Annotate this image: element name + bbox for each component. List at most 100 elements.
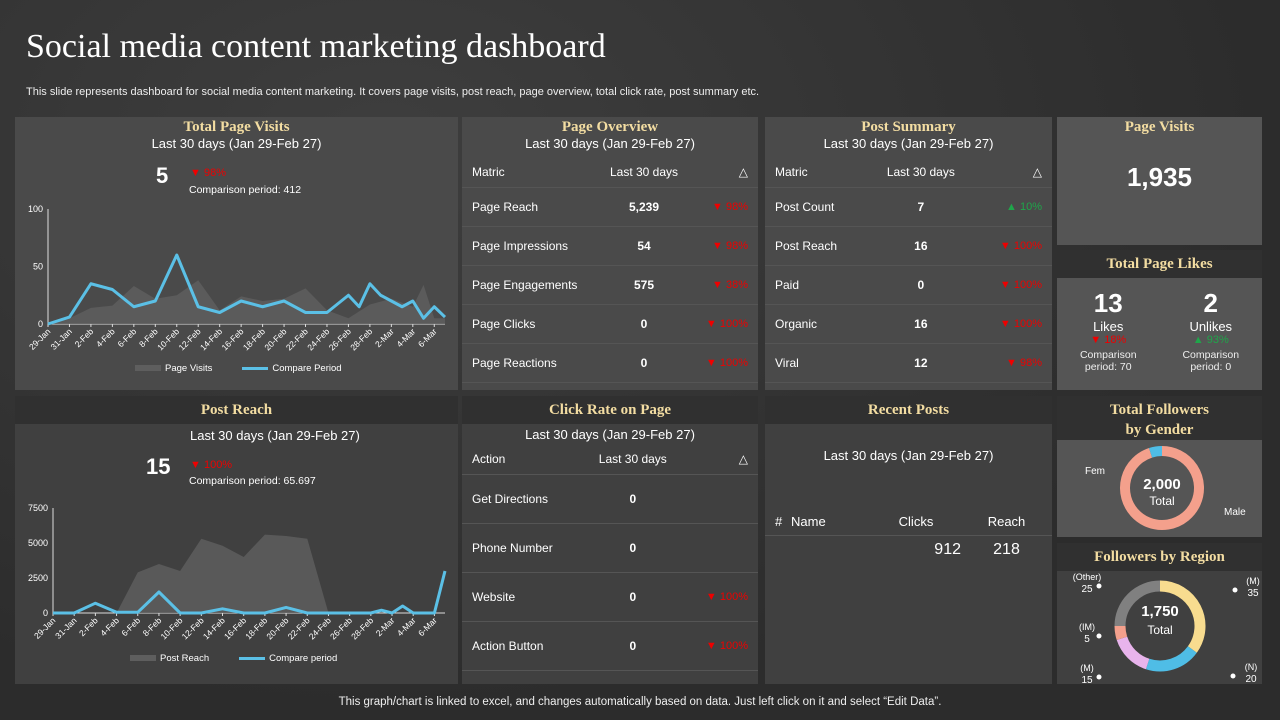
cell-change: ▼ 100% bbox=[975, 226, 1052, 266]
table-row[interactable]: Post Count 7 ▲ 10% bbox=[765, 187, 1052, 227]
table-header: Matric Last 30 days △ bbox=[462, 157, 758, 188]
donut-segment bbox=[1114, 625, 1128, 641]
table-row[interactable]: 912 218 bbox=[765, 535, 1052, 565]
legend-label: Compare Period bbox=[272, 363, 342, 374]
x-tick-label: 2-Mar bbox=[374, 615, 397, 638]
table-row[interactable]: Get Directions 0 bbox=[462, 474, 758, 524]
range-label: Last 30 days (Jan 29-Feb 27) bbox=[525, 136, 695, 151]
table-row[interactable]: Page Engagements 575 ▼ 38% bbox=[462, 265, 758, 305]
table-row[interactable]: Website 0 ▼ 100% bbox=[462, 572, 758, 622]
region-label: (M) bbox=[1080, 663, 1094, 673]
table-row[interactable]: Action Button 0 ▼ 100% bbox=[462, 621, 758, 671]
donut-segment bbox=[1149, 446, 1163, 458]
column-header: △ bbox=[975, 157, 1052, 188]
line-series bbox=[47, 253, 447, 326]
gender-donut bbox=[1120, 446, 1204, 530]
x-tick-label: 2-Feb bbox=[73, 326, 96, 349]
cell-metric: Viral bbox=[765, 343, 867, 383]
x-tick-label: 31-Jan bbox=[48, 326, 74, 352]
x-tick-label: 4-Feb bbox=[94, 326, 117, 349]
table-row[interactable]: Page Reach 5,239 ▼ 98% bbox=[462, 187, 758, 227]
x-tick-label: 28-Feb bbox=[348, 326, 374, 352]
cell-metric: Phone Number bbox=[462, 523, 581, 573]
x-tick-label: 20-Feb bbox=[264, 615, 290, 641]
y-tick-label: 0 bbox=[38, 319, 43, 329]
cell-metric: Post Count bbox=[765, 187, 867, 227]
kpi-comparison: Comparison period: 412 bbox=[189, 184, 302, 196]
kpi-value: 15 bbox=[146, 454, 171, 479]
column-header: Last 30 days bbox=[866, 157, 976, 188]
panel-title: Post Reach bbox=[15, 396, 458, 424]
column-header: Matric bbox=[765, 157, 867, 188]
column-header: Matric bbox=[462, 157, 597, 188]
panel-title: Page Visits bbox=[1124, 119, 1195, 135]
cell-value: 0 bbox=[596, 343, 692, 383]
table-row[interactable]: Organic 16 ▼ 100% bbox=[765, 304, 1052, 344]
cell-metric: Action Button bbox=[462, 621, 581, 671]
cell-value: 575 bbox=[596, 265, 692, 305]
donut-total: 1,750 bbox=[1141, 603, 1179, 620]
table-row[interactable]: Paid 0 ▼ 100% bbox=[765, 265, 1052, 305]
total-page-visits-panel: Total Page Visits Last 30 days (Jan 29-F… bbox=[15, 117, 458, 390]
table-row[interactable]: Page Clicks 0 ▼ 100% bbox=[462, 304, 758, 344]
x-tick-label: 31-Jan bbox=[53, 615, 79, 641]
page-subtitle: This slide represents dashboard for soci… bbox=[26, 86, 760, 98]
kpi-change: 98% bbox=[203, 167, 226, 179]
table-row[interactable]: Post Reach 16 ▼ 100% bbox=[765, 226, 1052, 266]
likes-block: 13 Likes ▼ 18% Comparison period: 70 bbox=[1057, 288, 1160, 373]
panel-title: Post Summary bbox=[861, 119, 956, 135]
donut-segment bbox=[1120, 446, 1204, 530]
down-arrow-icon: ▼ bbox=[190, 459, 204, 471]
x-tick-label: 2-Mar bbox=[373, 326, 396, 349]
table-row[interactable]: Page Impressions 54 ▼ 98% bbox=[462, 226, 758, 266]
col-reach: Reach bbox=[987, 514, 1026, 530]
chart-legend: Post Reach Compare period bbox=[130, 653, 337, 664]
cell-change: ▼ 100% bbox=[975, 304, 1052, 344]
table-row[interactable]: Phone Number 0 bbox=[462, 523, 758, 573]
cell-value: 0 bbox=[580, 523, 685, 573]
cell-change: ▼ 98% bbox=[691, 187, 758, 227]
x-tick-label: 6-Feb bbox=[115, 326, 138, 349]
callout-dot bbox=[1232, 587, 1238, 593]
cell-metric: Paid bbox=[765, 265, 867, 305]
click-rate-panel: Click Rate on Page Last 30 days (Jan 29-… bbox=[462, 396, 758, 684]
x-tick-label: 6-Mar bbox=[416, 326, 439, 349]
kpi-value: 5 bbox=[156, 163, 169, 188]
x-tick-label: 16-Feb bbox=[219, 326, 245, 352]
table-header: Action Last 30 days △ bbox=[462, 444, 758, 475]
x-tick-label: 2-Feb bbox=[77, 615, 100, 638]
table-row[interactable]: Viral 12 ▼ 98% bbox=[765, 343, 1052, 383]
likes-value: 13 bbox=[1093, 288, 1123, 318]
donut-total-label: Total bbox=[1147, 623, 1173, 637]
legend-label: Page Visits bbox=[165, 363, 213, 374]
donut-segment bbox=[1145, 646, 1197, 672]
cell-value: 0 bbox=[580, 572, 685, 622]
cell-change bbox=[684, 474, 758, 524]
cell-change: ▼ 100% bbox=[684, 621, 758, 671]
cell-metric: Website bbox=[462, 572, 581, 622]
x-tick-label: 29-Jan bbox=[27, 326, 53, 352]
panel-title: Followers by Region bbox=[1057, 543, 1262, 571]
cell-metric: Get Directions bbox=[462, 474, 581, 524]
cell-metric: Page Engagements bbox=[462, 265, 597, 305]
column-header: Last 30 days bbox=[580, 444, 685, 475]
post-reach-panel: Post Reach Last 30 days (Jan 29-Feb 27) … bbox=[15, 396, 458, 684]
legend-label: Compare period bbox=[269, 653, 338, 664]
region-label: (M) bbox=[1246, 576, 1260, 586]
range-label: Last 30 days (Jan 29-Feb 27) bbox=[823, 448, 994, 463]
x-tick-label: 16-Feb bbox=[222, 615, 248, 641]
page-likes-panel: Total Page Likes 13 Likes ▼ 18% Comparis… bbox=[1057, 250, 1262, 390]
cell-value: 16 bbox=[866, 226, 976, 266]
cell-clicks: 912 bbox=[934, 541, 961, 559]
unlikes-value: 2 bbox=[1203, 288, 1218, 318]
region-value: 5 bbox=[1084, 634, 1090, 645]
line-series bbox=[53, 570, 447, 615]
table-row[interactable]: Page Reactions 0 ▼ 100% bbox=[462, 343, 758, 383]
cell-metric: Page Clicks bbox=[462, 304, 597, 344]
x-tick-label: 10-Feb bbox=[158, 615, 184, 641]
cell-value: 12 bbox=[866, 343, 976, 383]
cell-value: 7 bbox=[866, 187, 976, 227]
donut-total-label: Total bbox=[1149, 494, 1175, 508]
panel-title: Total Page Likes bbox=[1057, 250, 1262, 278]
x-tick-label: 4-Mar bbox=[394, 326, 417, 349]
